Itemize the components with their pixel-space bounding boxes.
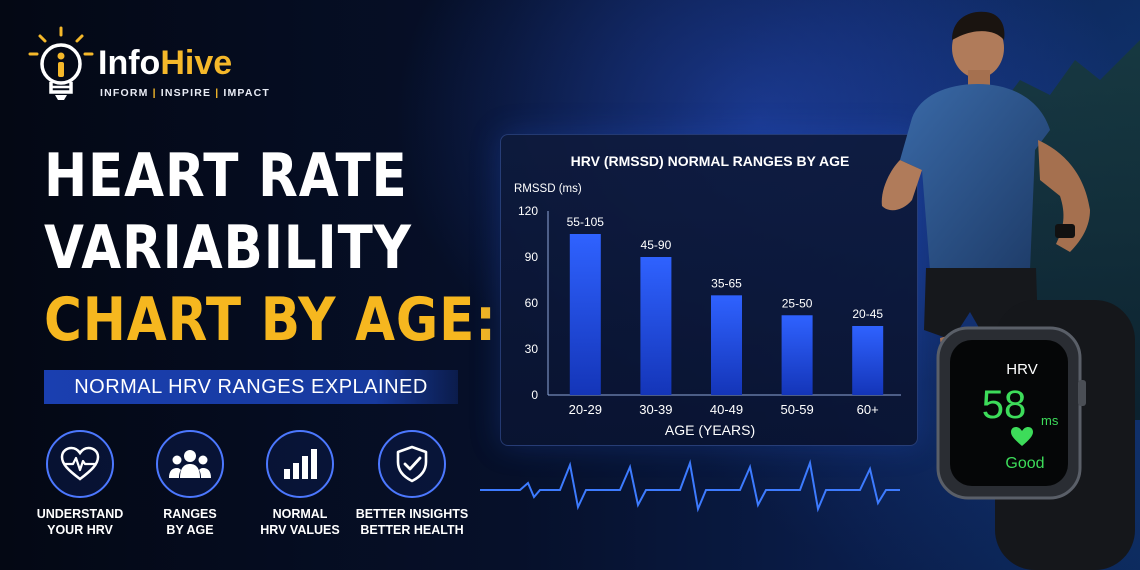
feature-icon-circle [46, 430, 114, 498]
hrv-bar-chart: HRV (RMSSD) NORMAL RANGES BY AGE RMSSD (… [514, 153, 901, 438]
bar-50-59 [781, 315, 813, 395]
y-tick-label: 0 [531, 388, 538, 402]
smartwatch: HRV 58 ms Good [936, 300, 1135, 570]
feature-label-line: NORMAL [272, 507, 328, 521]
y-axis-ticks: 0 30 60 90 120 [518, 204, 538, 402]
heart-icon [1011, 427, 1033, 446]
headline-line-3: CHART BY AGE: [44, 285, 497, 355]
bar-60+ [852, 326, 884, 395]
chart-panel: HRV (RMSSD) NORMAL RANGES BY AGE RMSSD (… [500, 134, 918, 446]
runner-scene: HRV 58 ms Good [881, 11, 1140, 570]
headline-line-1: HEART RATE [44, 141, 408, 211]
lightbulb-icon [28, 26, 94, 100]
feature-label: UNDERSTAND YOUR HRV [20, 506, 140, 538]
brand-tagline: INFORM | INSPIRE | IMPACT [100, 87, 270, 99]
feature-better-insights: BETTER INSIGHTS BETTER HEALTH [352, 430, 472, 540]
x-axis-ticks: 20-29 30-39 40-49 50-59 60+ [569, 402, 879, 417]
x-tick-label: 50-59 [780, 402, 813, 417]
x-axis-label: AGE (YEARS) [665, 422, 755, 438]
people-group-icon [169, 450, 211, 478]
y-tick-label: 30 [525, 342, 539, 356]
brand-name: InfoHive [98, 44, 232, 83]
bars: 55-105 45-90 35-65 25-50 20-45 [567, 215, 884, 395]
shield-check-icon [396, 445, 428, 483]
tagline-separator: | [152, 87, 157, 99]
headline-line-2: VARIABILITY [44, 213, 412, 283]
feature-label-line: UNDERSTAND [36, 507, 124, 521]
bar-data-label: 45-90 [641, 238, 672, 252]
watch-hrv-label: HRV [1006, 361, 1037, 378]
bar-data-label: 20-45 [852, 307, 883, 321]
feature-understand-hrv: UNDERSTAND YOUR HRV [20, 430, 140, 540]
brand-logo: InfoHive INFORM | INSPIRE | IMPACT [24, 26, 294, 106]
feature-icon-circle [378, 430, 446, 498]
feature-label: BETTER INSIGHTS BETTER HEALTH [352, 506, 472, 538]
tagline-word: INFORM [100, 87, 149, 99]
watch-status: Good [1005, 455, 1044, 472]
feature-label-line: HRV VALUES [260, 523, 340, 537]
bar-data-label: 55-105 [567, 215, 605, 229]
brand-name-part1: Info [98, 44, 161, 82]
tagline-separator: | [215, 87, 220, 99]
bar-20-29 [569, 234, 601, 395]
y-tick-label: 120 [518, 204, 538, 218]
feature-label-line: YOUR HRV [47, 523, 113, 537]
bar-chart-icon [284, 449, 317, 479]
brand-name-part2: Hive [160, 44, 233, 82]
x-tick-label: 40-49 [710, 402, 743, 417]
heartbeat-line [480, 459, 900, 513]
heart-pulse-icon [60, 446, 100, 481]
feature-label: RANGES BY AGE [130, 506, 250, 538]
feature-label: NORMAL HRV VALUES [240, 506, 360, 538]
x-tick-label: 60+ [857, 402, 879, 417]
bar-40-49 [711, 295, 742, 395]
feature-label-line: RANGES [163, 507, 217, 521]
feature-icon-circle [266, 430, 334, 498]
feature-normal-hrv-values: NORMAL HRV VALUES [240, 430, 360, 540]
y-tick-label: 90 [525, 250, 539, 264]
subtitle-banner: NORMAL HRV RANGES EXPLAINED [44, 370, 458, 404]
y-axis-label: RMSSD (ms) [514, 183, 582, 195]
x-tick-label: 30-39 [639, 402, 672, 417]
x-tick-label: 20-29 [569, 402, 602, 417]
watch-hrv-unit: ms [1041, 413, 1059, 428]
feature-ranges-by-age: RANGES BY AGE [130, 430, 250, 540]
tagline-word: IMPACT [223, 87, 270, 99]
bar-data-label: 35-65 [711, 276, 742, 290]
feature-label-line: BY AGE [166, 523, 214, 537]
feature-label-line: BETTER HEALTH [360, 523, 464, 537]
bar-30-39 [640, 257, 672, 395]
tagline-word: INSPIRE [160, 87, 212, 99]
watch-crown [1078, 380, 1086, 406]
y-tick-label: 60 [525, 296, 539, 310]
feature-icon-circle [156, 430, 224, 498]
feature-label-line: BETTER INSIGHTS [355, 507, 469, 521]
watch-hrv-value: 58 [982, 383, 1027, 427]
subtitle-text: NORMAL HRV RANGES EXPLAINED [74, 375, 428, 398]
chart-title: HRV (RMSSD) NORMAL RANGES BY AGE [571, 153, 850, 169]
bar-data-label: 25-50 [782, 296, 813, 310]
